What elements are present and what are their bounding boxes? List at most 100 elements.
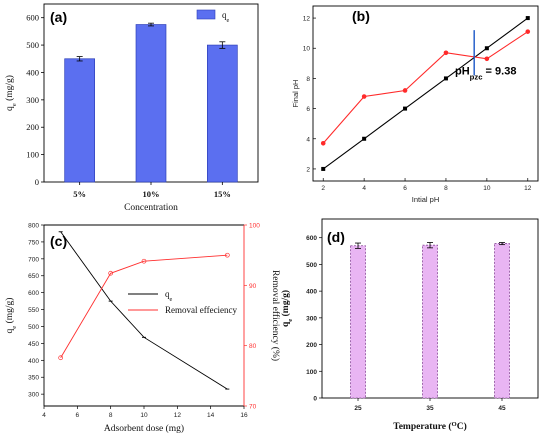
data-point-initial	[443, 76, 448, 81]
x-tick-label: 12	[524, 185, 532, 192]
legend-label-removal: Removal effeciency	[165, 305, 238, 315]
y-tick-label: 500	[26, 40, 39, 50]
y-tick-label: 400	[306, 289, 317, 296]
y-tick-label: 400	[28, 358, 39, 365]
y-tick-label: 300	[306, 315, 317, 322]
y-tick-label: 550	[28, 307, 39, 314]
panel-label: (a)	[50, 9, 67, 25]
series-line-initial	[322, 17, 529, 170]
legend-label-qe: qe	[165, 289, 173, 303]
y-tick-label: 10	[303, 46, 311, 53]
y-tick-label: 400	[26, 67, 39, 77]
panel-label: (b)	[352, 8, 370, 24]
data-point-final	[484, 56, 490, 62]
y-tick-label: 800	[28, 223, 39, 230]
x-axis-label: Intial pH	[412, 195, 440, 204]
y-right-tick-label: 100	[249, 223, 260, 230]
data-point-final	[361, 94, 367, 99]
y-tick-label: 8	[306, 76, 310, 83]
bar	[494, 243, 510, 399]
y-tick-label: 200	[26, 122, 39, 132]
x-tick-label: 14	[207, 412, 215, 419]
x-tick-label: 10	[483, 185, 491, 192]
data-point-removal	[108, 270, 114, 276]
x-axis-label: Temperature (OC)	[393, 421, 467, 433]
bar	[207, 44, 238, 183]
y-tick-label: 700	[28, 256, 39, 263]
plot-frame	[312, 5, 539, 182]
data-point-final	[443, 50, 449, 56]
bar	[350, 245, 366, 399]
y-tick-label: 600	[306, 235, 317, 242]
y-tick-label: 2	[306, 166, 310, 173]
x-tick-label: 8	[109, 412, 113, 419]
series-line-final	[322, 31, 529, 144]
x-tick-label: 6	[403, 185, 407, 192]
y-axis-label: qe (mg/g)	[280, 290, 294, 327]
x-tick-label: 4	[362, 185, 366, 192]
panel-c-chart: 300 350 400 450 500 550 600 650 700 750 800 70 80 90 1…	[4, 223, 281, 435]
y-tick-label: 300	[28, 392, 39, 399]
panel-a-chart: 0 100 200 300 400 500 600 5% 10% 15% Concentration…	[4, 3, 259, 213]
data-point-initial	[525, 16, 530, 21]
series-line-removal	[60, 254, 228, 358]
pzc-annotation: pHpzc = 9.38	[455, 66, 516, 82]
y-tick-label: 600	[28, 290, 39, 297]
y-tick-label: 300	[26, 95, 39, 105]
data-point-initial	[321, 166, 326, 171]
x-axis-label: Adsorbent dose (mg)	[104, 423, 184, 434]
y-tick-label: 600	[26, 13, 39, 23]
y-tick-label: 100	[26, 150, 39, 160]
x-tick-label: 6	[76, 412, 80, 419]
panel-d-chart: 0 100 200 300 400 500 600 25 35 45 Temperature (OC…	[280, 218, 539, 433]
y-right-tick-label: 90	[249, 283, 257, 290]
y-tick-label: 4	[306, 136, 310, 143]
y-tick-label: 350	[28, 375, 39, 382]
x-tick-label: 10%	[143, 189, 160, 199]
x-tick-label: 12	[174, 412, 182, 419]
x-tick-label: 16	[240, 412, 248, 419]
x-tick-label: 25	[354, 405, 362, 412]
data-point-final	[525, 29, 531, 34]
panel-label: (d)	[327, 229, 345, 245]
x-tick-label: 45	[498, 405, 506, 412]
x-tick-label: 4	[42, 412, 46, 419]
bar	[64, 58, 95, 183]
y-axis-label: Final pH	[291, 80, 300, 108]
data-point-initial	[484, 46, 489, 51]
y-tick-label: 200	[306, 342, 317, 349]
y-tick-label: 0	[313, 396, 317, 403]
x-tick-label: 8	[444, 185, 448, 192]
x-tick-label: 35	[426, 405, 434, 412]
data-point-removal	[141, 258, 147, 264]
x-tick-label: 10	[140, 412, 148, 419]
data-point-initial	[362, 136, 367, 141]
panel-label: (c)	[50, 233, 67, 249]
data-point-removal	[58, 355, 64, 361]
y-tick-label: 12	[303, 16, 311, 23]
bar	[135, 24, 167, 183]
bar	[422, 244, 438, 399]
y-tick-label: 450	[28, 341, 39, 348]
y-axis-label: qe (mg/g)	[4, 298, 18, 334]
y-tick-label: 650	[28, 273, 39, 280]
y-tick-label: 100	[306, 369, 317, 376]
y-tick-label: 6	[306, 106, 310, 113]
x-tick-label: 5%	[73, 189, 86, 199]
y-tick-label: 500	[306, 262, 317, 269]
panel-b-chart: 2 4 6 8 10 12 2 4 6 8 10 12 pHpzc = 9.38 Intial pH Fin…	[291, 5, 539, 204]
y-tick-label: 500	[28, 324, 39, 331]
y-tick-label: 750	[28, 239, 39, 246]
legend-swatch	[196, 9, 216, 20]
data-point-final	[402, 88, 408, 93]
data-point-removal	[224, 252, 230, 258]
series-line-qe	[60, 231, 228, 390]
y-right-tick-label: 70	[249, 404, 257, 411]
y-axis-right-label: Removal efficiency (%)	[270, 270, 281, 361]
y-axis-label: qe (mg/g)	[4, 75, 18, 111]
y-tick-label: 0	[35, 177, 39, 187]
x-axis-label: Concentration	[124, 203, 178, 213]
data-point-initial	[403, 106, 408, 111]
x-tick-label: 2	[321, 185, 325, 192]
